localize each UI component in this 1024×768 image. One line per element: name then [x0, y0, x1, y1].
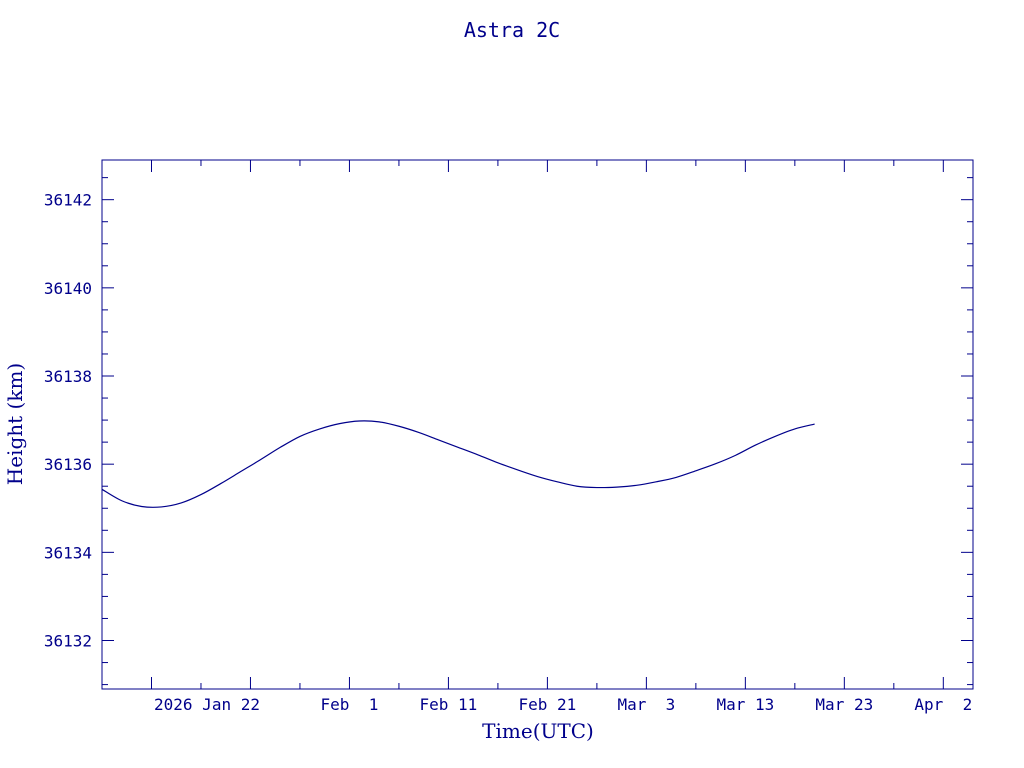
x-tick-label: Mar 23	[815, 695, 873, 714]
y-axis-title: Height (km)	[3, 363, 27, 485]
x-tick-label: Feb 11	[420, 695, 478, 714]
series-line-0	[101, 420, 815, 508]
y-tick-label: 36136	[44, 455, 92, 474]
y-tick-label: 36140	[44, 279, 92, 298]
y-tick-label: 36134	[44, 543, 92, 562]
x-tick-label: Feb 21	[518, 695, 576, 714]
y-tick-labels: 36132 36134 36136 36138 36140 36142	[44, 191, 92, 651]
y-tick-label: 36142	[44, 191, 92, 210]
plot-frame	[101, 159, 974, 690]
series-layer	[101, 420, 815, 508]
x-tick-label: Feb 1	[321, 695, 379, 714]
x-tick-label: Apr 2	[914, 695, 972, 714]
x-tick-label: 2026 Jan 22	[154, 695, 260, 714]
y-tick-label: 36138	[44, 367, 92, 386]
x-tick-label: Mar 13	[716, 695, 774, 714]
chart-title: Astra 2C	[464, 18, 560, 42]
y-tick-label: 36132	[44, 632, 92, 651]
axis-ticks	[101, 160, 973, 689]
x-axis-title: Time(UTC)	[482, 719, 594, 743]
x-tick-label: Mar 3	[617, 695, 675, 714]
x-tick-labels: 2026 Jan 22 Feb 1 Feb 11 Feb 21 Mar 3 Mar 13 M…	[154, 695, 972, 714]
